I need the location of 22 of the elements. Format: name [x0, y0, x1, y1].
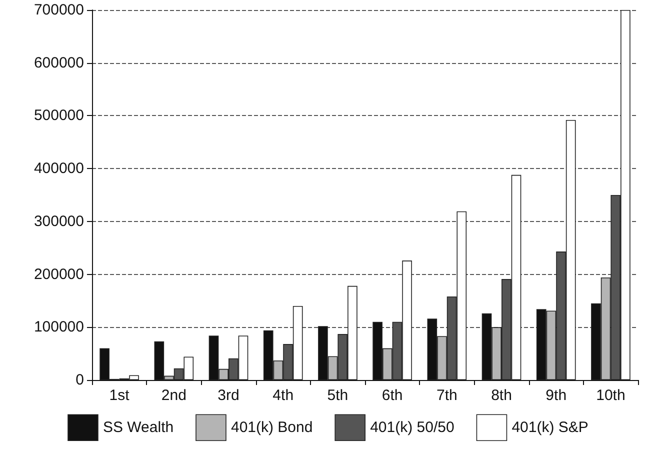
x-tick-label: 8th — [491, 387, 512, 404]
y-tick-label: 0 — [76, 372, 84, 388]
x-tick-label: 10th — [596, 387, 626, 404]
x-tick-label: 9th — [546, 387, 567, 404]
y-tick-label: 200000 — [34, 266, 84, 283]
y-tick-label: 400000 — [34, 160, 84, 178]
x-tick-label: 1st — [109, 387, 130, 404]
legend-label: 401(k) 50/50 — [370, 419, 454, 436]
x-tick-label: 4th — [272, 387, 294, 404]
x-tick-label: 7th — [436, 387, 458, 404]
legend-label: SS Wealth — [102, 419, 174, 436]
x-tick-label: 6th — [382, 387, 403, 404]
y-tick-label: 700000 — [34, 2, 84, 18]
legend-label: 401(k) Bond — [230, 419, 313, 436]
legend-label: 401(k) S&P — [512, 419, 588, 436]
x-tick-label: 2nd — [161, 387, 186, 404]
x-tick-label: 3rd — [218, 387, 240, 404]
x-tick-label: 5th — [327, 387, 348, 404]
y-tick-label: 500000 — [34, 107, 84, 124]
y-tick-label: 100000 — [34, 318, 84, 336]
y-tick-label: 300000 — [34, 212, 84, 230]
y-tick-label: 600000 — [34, 54, 84, 72]
